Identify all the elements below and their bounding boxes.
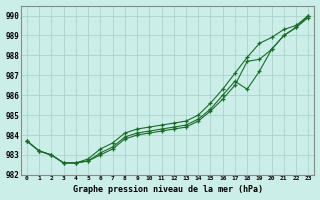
X-axis label: Graphe pression niveau de la mer (hPa): Graphe pression niveau de la mer (hPa) xyxy=(73,185,263,194)
